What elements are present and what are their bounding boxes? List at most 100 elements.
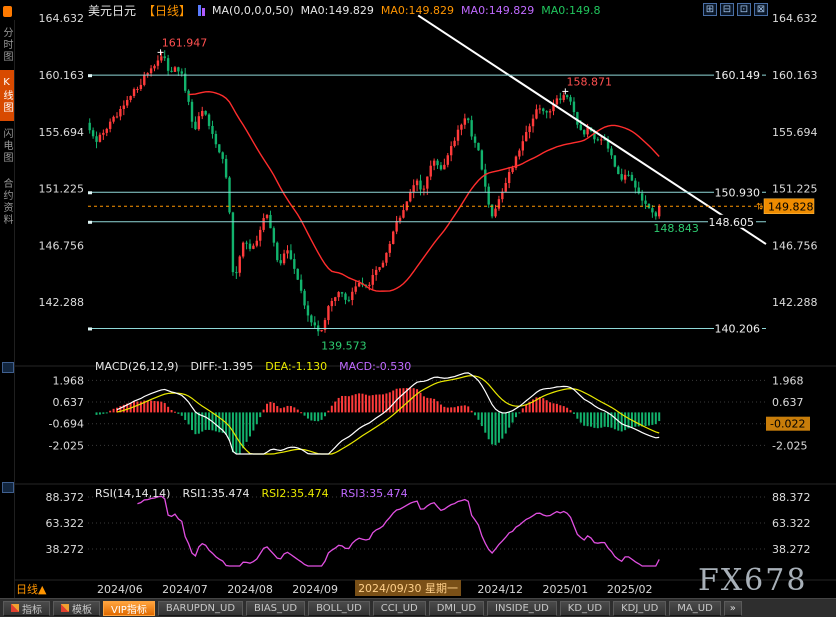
rsi2-value: RSI2:35.474 — [261, 487, 329, 500]
current-price-tag — [763, 198, 815, 215]
sidebar-tab-flash-chart[interactable]: 闪电图 — [1, 128, 12, 164]
chart-text: 151.225 — [39, 183, 85, 196]
chart-text: 2025/01 — [542, 583, 588, 596]
window-layout-icons: ⊞ ⊟ ⊡ ⊠ — [703, 3, 768, 16]
rsi-panel — [137, 495, 660, 567]
chart-text: 88.372 — [46, 491, 85, 504]
toolbar-button-label: 模板 — [72, 604, 92, 616]
period-tag[interactable]: 【日线】 — [143, 3, 192, 18]
rsi1-value: RSI1:35.474 — [182, 487, 250, 500]
chart-text: 0.637 — [772, 396, 804, 409]
crosshair-date-box — [355, 580, 462, 596]
macd-panel-toggle-icon[interactable] — [2, 362, 14, 373]
toolbar-button-vip-indicators[interactable]: VIP指标 — [103, 600, 155, 616]
rsi-label-row: RSI(14,14,14) RSI1:35.474 RSI2:35.474 RS… — [95, 487, 408, 500]
chart-text: 158.871 — [567, 75, 613, 88]
toolbar-button-label: BIAS_UD — [254, 602, 298, 614]
chart-text: 161.947 — [162, 36, 208, 49]
chart-text: 155.694 — [772, 126, 818, 139]
chart-text: 146.756 — [772, 239, 818, 252]
ma-indicator-icon[interactable] — [198, 4, 206, 16]
chart-text: 63.322 — [772, 517, 811, 530]
toolbar-button-label: KD_UD — [567, 602, 603, 614]
chart-text: 2024/08 — [227, 583, 273, 596]
chart-text: 2024/07 — [162, 583, 208, 596]
macd-label-row: MACD(26,12,9) DIFF:-1.395 DEA:-1.130 MAC… — [95, 360, 411, 373]
toolbar-button-dmi-ud[interactable]: DMI_UD — [428, 600, 485, 616]
toolbar-button-indicators[interactable]: 指标 — [3, 600, 50, 616]
layout-grid-icon[interactable]: ⊞ — [703, 3, 717, 16]
toolbar-button-ma-ud[interactable]: MA_UD — [669, 600, 721, 616]
left-tab-bar: 分时图 K线图 闪电图 合约资料 — [0, 20, 15, 598]
toolbar-button-label: KDJ_UD — [621, 602, 659, 614]
chart-text: 142.288 — [39, 296, 85, 309]
macd-dea-value: DEA:-1.130 — [265, 360, 328, 373]
rsi3-value: RSI3:35.474 — [340, 487, 408, 500]
chart-canvas[interactable]: 160.149 150.930 148.605 140.206 164.632 164.6… — [14, 0, 836, 598]
chart-area: 160.149 150.930 148.605 140.206 164.632 164.6… — [14, 0, 836, 598]
toolbar-more-button[interactable]: » — [723, 600, 742, 616]
chart-text: 1.968 — [53, 374, 85, 387]
macd-axis-highlight — [766, 416, 810, 431]
toolbar-button-inside-ud[interactable]: INSIDE_UD — [487, 600, 557, 616]
top-bar: 美元日元 【日线】 MA(0,0,0,0,50) MA0:149.829 MA0… — [0, 0, 836, 20]
chart-text: -2.025 — [49, 439, 84, 452]
toolbar-button-bias-ud[interactable]: BIAS_UD — [246, 600, 306, 616]
layout-max-icon[interactable]: ⊠ — [754, 3, 768, 16]
sidebar-tab-kline-chart[interactable]: K线图 — [0, 70, 14, 121]
macd-params-label[interactable]: MACD(26,12,9) — [95, 360, 179, 373]
toolbar-button-barupdn-ud[interactable]: BARUPDN_UD — [157, 600, 244, 616]
rsi-params-label[interactable]: RSI(14,14,14) — [95, 487, 171, 500]
ma-value-2: MA0:149.829 — [461, 3, 535, 17]
chart-text: 2024/12 — [477, 583, 523, 596]
chart-text: 150.930 — [715, 186, 761, 199]
chart-text: 142.288 — [772, 296, 818, 309]
chart-text: 164.632 — [772, 12, 818, 25]
toolbar-button-label: CCI_UD — [380, 602, 418, 614]
chart-text: -2.025 — [772, 439, 807, 452]
chart-text: 2024/06 — [97, 583, 143, 596]
chart-text: 38.272 — [46, 543, 85, 556]
toolbar-button-label: VIP指标 — [111, 604, 147, 616]
toolbar-button-cci-ud[interactable]: CCI_UD — [372, 600, 426, 616]
chart-text: 160.149 — [715, 69, 761, 82]
ma-value-1: MA0:149.829 — [380, 3, 455, 17]
chart-text: 140.206 — [715, 322, 761, 335]
toolbar-button-label: INSIDE_UD — [495, 602, 549, 614]
toolbar-button-label: DMI_UD — [436, 602, 477, 614]
chart-text: 88.372 — [772, 491, 811, 504]
layout-rows-icon[interactable]: ⊟ — [720, 3, 734, 16]
bottom-toolbar: 指标 模板 VIP指标 BARUPDN_UD BIAS_UD BOLL_UD CCI_UD D… — [0, 598, 836, 617]
toolbar-button-label: 指标 — [22, 604, 42, 616]
chart-text: 2024/09/30 星期一 — [358, 582, 458, 595]
toolbar-button-boll-ud[interactable]: BOLL_UD — [308, 600, 370, 616]
period-selector-label: 日线▲ — [16, 582, 47, 596]
ma-value-0: MA0:149.829 — [300, 3, 374, 17]
sidebar-tab-time-chart[interactable]: 分时图 — [1, 27, 12, 63]
price-panel — [88, 14, 767, 336]
toolbar-button-kdj-ud[interactable]: KDJ_UD — [613, 600, 667, 616]
layout-pane-icon[interactable]: ⊡ — [737, 3, 751, 16]
macd-diff-value: DIFF:-1.395 — [190, 360, 254, 373]
toolbar-button-kd-ud[interactable]: KD_UD — [559, 600, 611, 616]
chart-text: 148.843 — [653, 222, 699, 235]
indicators-icon — [11, 604, 19, 612]
sidebar-tab-contract-info[interactable]: 合约资料 — [1, 178, 12, 226]
chart-text: 160.163 — [39, 69, 85, 82]
chart-text: 148.605 — [709, 216, 755, 229]
macd-macd-value: MACD:-0.530 — [339, 360, 412, 373]
toolbar-button-templates[interactable]: 模板 — [53, 600, 100, 616]
chart-text: 0.637 — [53, 396, 85, 409]
chart-text: 164.632 — [39, 12, 85, 25]
chart-text: 151.225 — [772, 183, 818, 196]
symbol-title: 美元日元 — [88, 3, 137, 18]
toolbar-button-label: MA_UD — [677, 602, 713, 614]
chart-text: 38.272 — [772, 543, 811, 556]
chart-text: 139.573 — [321, 339, 367, 352]
chart-text: 155.694 — [39, 126, 85, 139]
ma-value-3: MA0:149.8 — [541, 3, 601, 17]
rsi-panel-toggle-icon[interactable] — [2, 482, 14, 493]
app-logo-icon[interactable] — [3, 6, 12, 17]
chart-text: 2024/09 — [292, 583, 338, 596]
